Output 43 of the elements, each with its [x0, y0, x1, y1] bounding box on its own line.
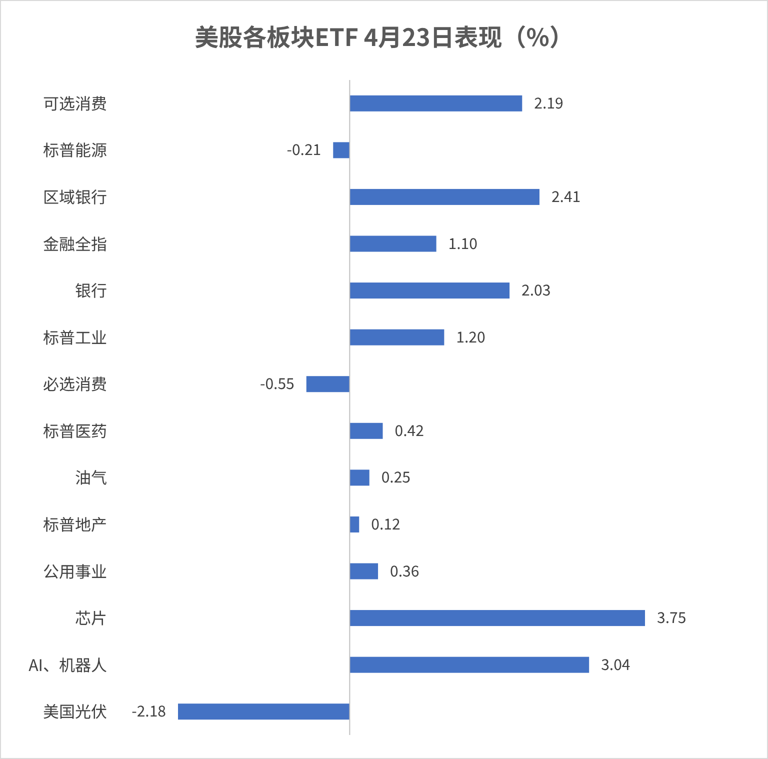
bar [350, 470, 370, 486]
chart-title: 美股各板块ETF 4月23日表现（%） [194, 18, 574, 53]
data-label: 3.75 [657, 607, 686, 628]
bar [350, 563, 378, 580]
y-tick-label: 美国光伏 [42, 698, 107, 723]
data-label: -0.21 [286, 139, 322, 160]
bar [333, 142, 350, 158]
data-label: 2.19 [534, 92, 564, 114]
data-label: 0.42 [394, 420, 424, 441]
bar [350, 610, 645, 626]
y-tick-label: 可选消费 [42, 90, 107, 114]
y-tick-label: 区域银行 [42, 184, 107, 208]
data-label: 2.03 [522, 280, 551, 301]
data-label: 2.41 [551, 186, 581, 207]
y-tick-label: 标普地产 [42, 511, 107, 536]
bar [350, 95, 522, 112]
bar [350, 188, 540, 205]
data-label: 1.10 [448, 232, 478, 254]
y-tick-label: 标普工业 [42, 324, 107, 348]
bar [350, 282, 510, 299]
bar [350, 329, 444, 346]
bar [350, 422, 383, 439]
y-tick-label: 银行 [74, 278, 107, 302]
data-label: -2.18 [132, 700, 166, 722]
y-tick-label: 标普能源 [42, 137, 107, 162]
bar [178, 704, 350, 720]
data-label: 0.12 [371, 513, 400, 534]
bar [306, 376, 350, 392]
data-label: 1.20 [456, 326, 486, 348]
y-tick-label: 必选消费 [42, 371, 107, 396]
y-tick-label: 标普医药 [42, 418, 107, 442]
data-label: 3.04 [601, 654, 630, 675]
data-label: 0.36 [390, 560, 420, 582]
bar [350, 516, 360, 532]
data-label: 0.25 [381, 466, 411, 488]
y-tick-label: 油气 [74, 464, 107, 489]
bar [350, 656, 590, 673]
data-label: -0.55 [260, 373, 294, 394]
y-tick-label: 芯片 [74, 605, 107, 630]
y-tick-label: 金融全指 [42, 230, 107, 255]
bar [350, 236, 436, 252]
y-tick-label: AI、机器人 [28, 652, 107, 676]
y-tick-label: 公用事业 [42, 558, 107, 582]
